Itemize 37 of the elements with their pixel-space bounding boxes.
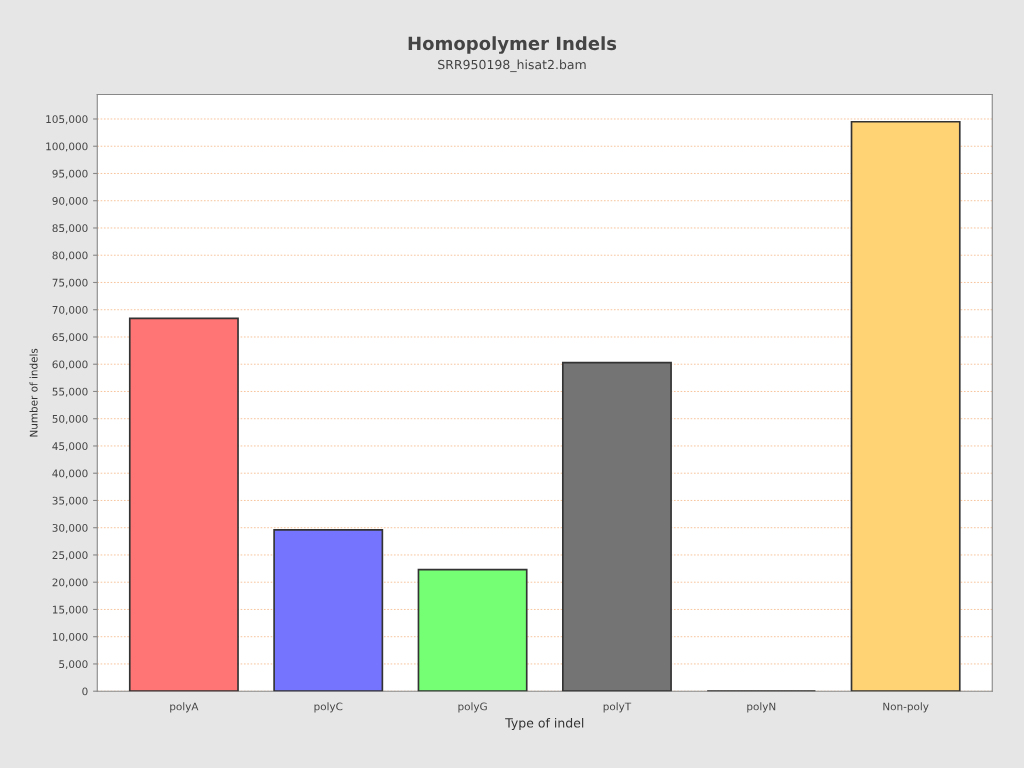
y-tick-label: 35,000 — [52, 496, 88, 506]
y-tick-label: 80,000 — [52, 251, 88, 261]
x-axis-title: Type of indel — [505, 717, 584, 731]
y-tick-label: 85,000 — [52, 224, 88, 234]
y-tick-label: 90,000 — [52, 196, 88, 206]
y-tick-label: 75,000 — [52, 278, 88, 288]
bar — [561, 361, 672, 692]
y-axis-title: Number of indels — [29, 348, 38, 437]
y-tick-label: 65,000 — [52, 333, 88, 343]
y-tick-label: 95,000 — [52, 169, 88, 179]
y-tick-label: 30,000 — [52, 523, 88, 533]
y-tick-label: 105,000 — [46, 115, 88, 125]
x-tick-label: polyT — [603, 702, 632, 713]
x-tick-label: polyG — [458, 702, 487, 713]
y-tick-label: 20,000 — [52, 578, 88, 588]
y-tick-label: 50,000 — [52, 414, 88, 424]
bar — [273, 529, 384, 692]
bar — [850, 120, 961, 692]
y-tick-label: 40,000 — [52, 469, 88, 479]
y-tick-label: 60,000 — [52, 360, 88, 370]
x-tick-label: polyN — [747, 702, 776, 713]
y-tick-label: 15,000 — [52, 605, 88, 615]
y-tick-label: 25,000 — [52, 551, 88, 561]
bar — [417, 568, 528, 692]
y-tick-label: 5,000 — [59, 660, 88, 670]
y-tick-label: 45,000 — [52, 442, 88, 452]
x-tick-label: polyA — [170, 702, 199, 713]
chart-title: Homopolymer Indels — [408, 36, 617, 54]
chart-subtitle: SRR950198_hisat2.bam — [438, 59, 586, 73]
y-tick-label: 70,000 — [52, 305, 88, 315]
y-tick-label: 10,000 — [52, 632, 88, 642]
y-tick-label: 100,000 — [46, 142, 88, 152]
bar — [128, 317, 239, 692]
y-tick-label: 0 — [82, 687, 88, 696]
y-tick-label: 55,000 — [52, 387, 88, 397]
x-tick-label: Non-poly — [883, 702, 929, 713]
x-tick-label: polyC — [314, 702, 343, 713]
